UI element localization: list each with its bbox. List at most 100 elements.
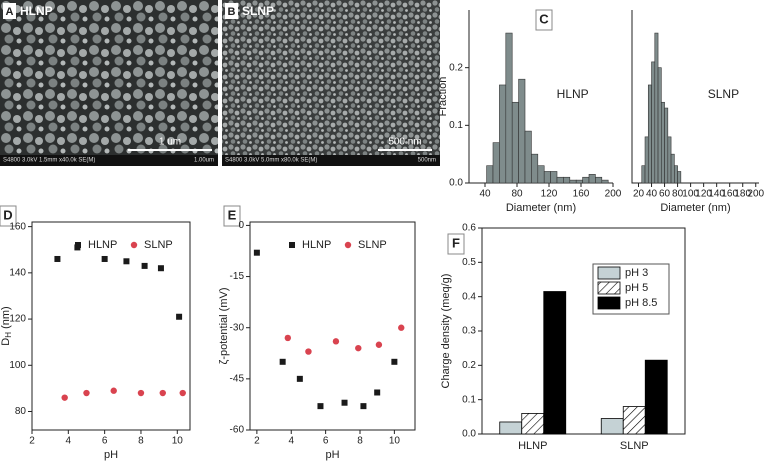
bar: [622, 406, 646, 435]
y-tick-label: -30: [230, 322, 245, 333]
legend-label: pH 8.5: [625, 297, 657, 309]
panel-letter: A: [6, 6, 14, 18]
point: [137, 389, 145, 397]
bar: [543, 291, 567, 435]
histogram-bar: [524, 130, 532, 184]
legend-marker: [75, 242, 81, 248]
y-tick-label: 0.4: [462, 291, 476, 302]
image-label: SLNP: [242, 4, 274, 18]
y-tick-label: -60: [230, 425, 245, 436]
panel-letter: E: [228, 207, 237, 222]
axis-line: [468, 10, 613, 184]
y-label-main: ζ-potential (mV): [218, 288, 230, 365]
panel-letter: B: [228, 6, 236, 18]
y-tick-label: 0.0: [462, 429, 476, 440]
y-tick-label: -45: [230, 373, 245, 384]
point: [398, 324, 405, 331]
panel-letter: C: [539, 11, 549, 26]
legend-label: pH 3: [625, 267, 648, 279]
x-tick-label: 2: [254, 436, 260, 447]
x-tick-label: 2: [29, 436, 35, 447]
y-tick-label: 0.5: [462, 257, 476, 268]
y-tick-label: 120: [9, 314, 26, 325]
histogram-bar: [537, 165, 545, 184]
x-tick-label: 10: [172, 436, 184, 447]
point: [332, 338, 340, 345]
histogram-bar: [644, 136, 649, 184]
y-tick-label: 160: [9, 221, 26, 232]
panel-letter: D: [3, 207, 12, 222]
y-tick-label: 80: [15, 406, 27, 417]
panel-box: [0, 205, 17, 227]
x-tick-label: 40: [479, 189, 491, 200]
legend-marker: [130, 241, 138, 249]
annotation: HLNP: [557, 87, 589, 101]
legend-swatch: [597, 266, 621, 280]
point: [374, 389, 381, 396]
histogram-bar: [582, 176, 590, 184]
y-tick-label: 0.2: [462, 360, 476, 371]
y-tick-label: 100: [9, 360, 26, 371]
bar: [600, 418, 624, 435]
panel-box: [447, 233, 465, 255]
x-tick-label: 120: [541, 189, 558, 200]
point: [279, 358, 286, 365]
x-tick-label: 8: [138, 436, 144, 447]
sem-image-a: A HLNP 1 um S4800 3.0kV 1.5mm x40.0k SE(…: [0, 0, 218, 166]
x-tick-label: 160: [573, 189, 590, 200]
histogram-bar: [492, 142, 500, 184]
point: [179, 389, 186, 397]
y-axis-label: Fraction: [437, 77, 449, 117]
point: [253, 249, 260, 256]
histogram-bar: [588, 174, 596, 184]
legend-label: pH 5: [625, 282, 648, 294]
histogram-bar: [651, 61, 656, 184]
point: [317, 403, 324, 410]
x-tick-label: 60: [659, 189, 671, 200]
y-tick-label: 0.3: [462, 326, 476, 337]
y-label-main: D: [0, 338, 12, 346]
x-tick-label: 200: [605, 189, 622, 200]
legend-label: HLNP: [302, 239, 331, 251]
x-tick-label: 4: [66, 436, 72, 447]
y-axis-label: Charge density (meq/g): [440, 274, 452, 389]
legend-marker: [344, 241, 352, 249]
axis-frame: [249, 221, 416, 431]
point: [284, 334, 292, 342]
y-tick-label: 0: [238, 220, 244, 231]
info-bar: [222, 155, 440, 166]
bar: [521, 412, 545, 435]
y-label-sub: H: [4, 332, 13, 338]
legend-label: HLNP: [88, 239, 117, 251]
info-text: S4800 3.0kV 5.0mm x80.0k SE(M): [225, 158, 317, 164]
y-tick-label: 0.1: [462, 394, 476, 405]
point: [141, 262, 148, 269]
legend-swatch: [597, 281, 621, 295]
point: [54, 255, 61, 262]
legend-marker: [289, 242, 295, 248]
x-axis-label: Diameter (nm): [506, 202, 576, 214]
point: [341, 399, 348, 406]
bar: [499, 421, 523, 435]
x-tick-label: 180: [734, 189, 751, 200]
x-tick-label: 120: [695, 189, 712, 200]
x-tick-label: 160: [721, 189, 738, 200]
x-tick-label: SLNP: [620, 440, 649, 452]
x-tick-label: 40: [646, 189, 658, 200]
legend-swatch: [597, 296, 621, 310]
x-tick-label: 6: [323, 436, 329, 447]
point: [355, 344, 362, 352]
panel-box: [225, 3, 238, 19]
y-tick-label: 140: [9, 267, 26, 278]
x-tick-label: 140: [708, 189, 725, 200]
histogram-bar: [641, 165, 646, 184]
histogram-bar: [550, 171, 558, 184]
histogram-bar: [674, 165, 678, 184]
image: [222, 0, 440, 166]
histogram-bar: [595, 176, 603, 184]
info-bar: [0, 155, 218, 166]
y-axis-label: ζ-potential (mV): [218, 288, 230, 365]
point: [360, 403, 367, 410]
image: [0, 0, 218, 166]
